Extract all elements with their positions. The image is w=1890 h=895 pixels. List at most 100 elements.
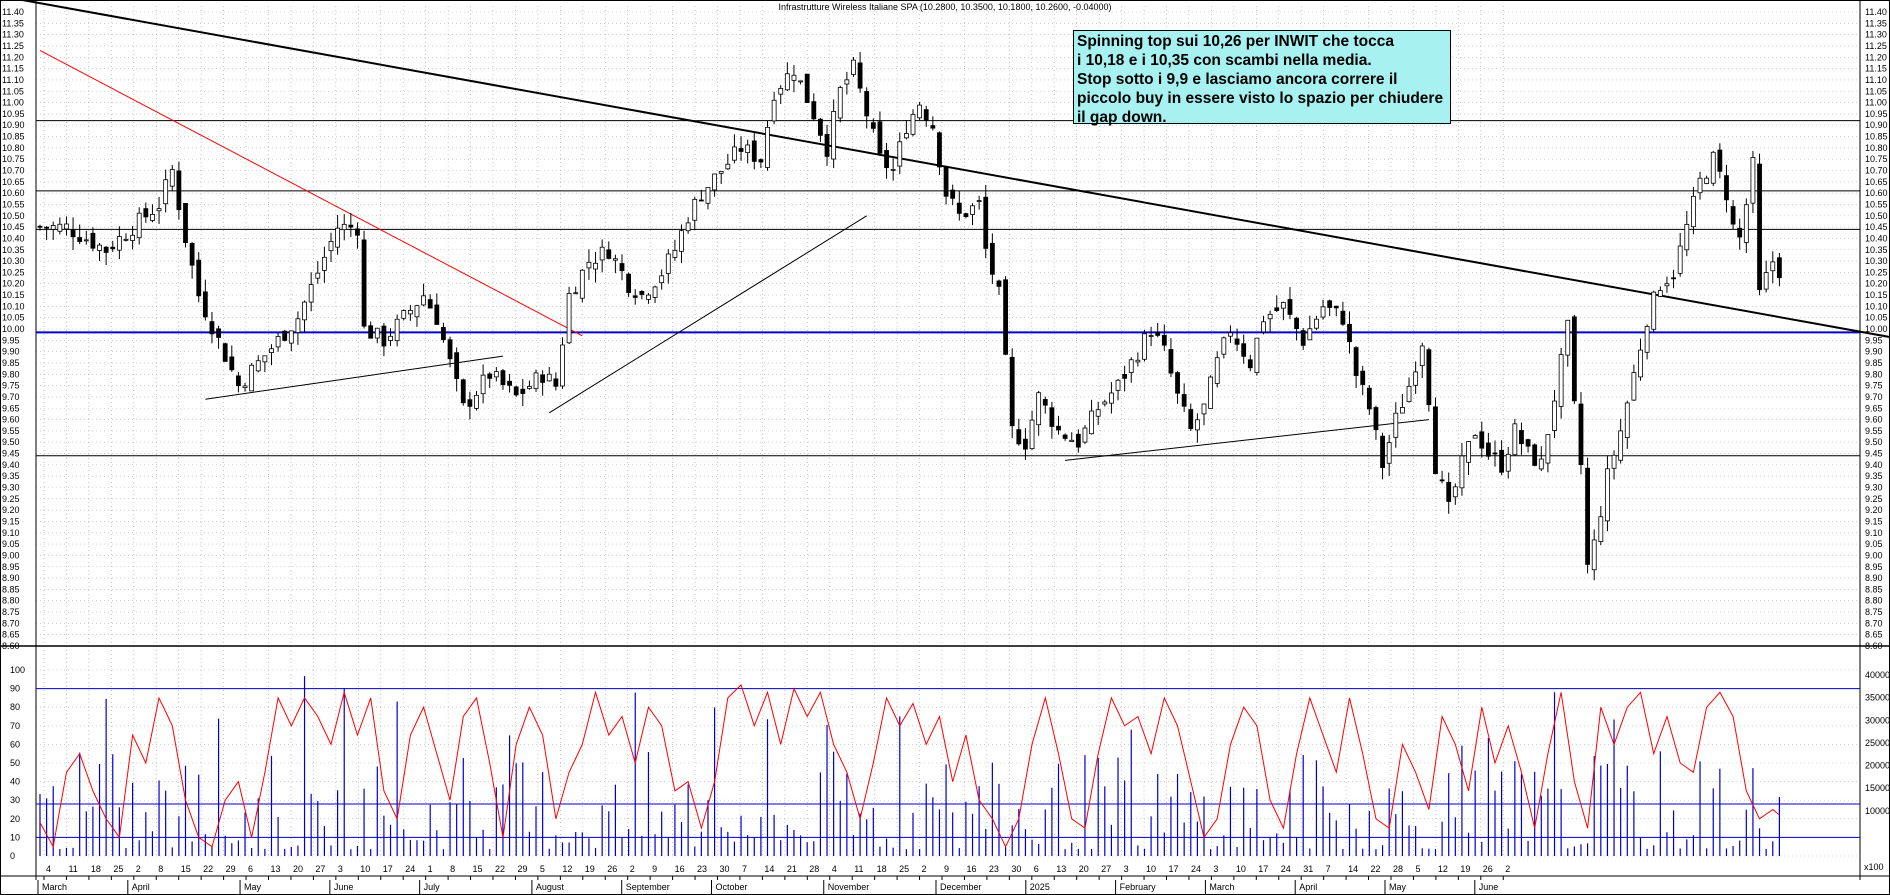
- candle-body: [1433, 406, 1438, 475]
- candle-body: [1598, 516, 1604, 542]
- candlestick: [454, 347, 460, 392]
- candlestick: [1499, 440, 1505, 476]
- price-tick-left: 11.10: [2, 75, 24, 85]
- candlestick: [1366, 385, 1372, 415]
- candlestick: [1069, 432, 1075, 442]
- candlestick: [1671, 269, 1676, 289]
- candlestick: [1644, 324, 1650, 360]
- candle-body: [1552, 400, 1557, 431]
- candlestick: [1280, 301, 1286, 321]
- candle-body: [143, 208, 149, 218]
- candle-body: [83, 239, 89, 242]
- x-tick-label: 25: [899, 864, 909, 874]
- candlestick: [679, 224, 684, 264]
- candle-body: [222, 343, 228, 362]
- candle-body: [1366, 387, 1372, 410]
- candlestick: [315, 261, 321, 284]
- annotation-line: il gap down.: [1077, 109, 1167, 126]
- candlestick: [64, 216, 69, 236]
- price-tick-right: 11.15: [1865, 64, 1887, 74]
- candlestick: [831, 99, 837, 169]
- candlestick: [1565, 319, 1571, 367]
- candle-body: [1175, 372, 1180, 394]
- candle-body: [388, 335, 393, 341]
- candle-body: [540, 374, 546, 383]
- price-tick-right: 10.30: [1865, 256, 1888, 266]
- x-tick-label: 29: [226, 864, 236, 874]
- x-tick-label: 16: [675, 864, 685, 874]
- candlestick: [143, 202, 149, 223]
- candlestick: [249, 363, 255, 392]
- candlestick: [480, 364, 486, 404]
- price-tick-right: 9.05: [1865, 539, 1883, 549]
- candle-body: [632, 295, 638, 298]
- candlestick: [1340, 301, 1346, 326]
- price-tick-left: 10.95: [2, 109, 25, 119]
- candle-body: [381, 325, 387, 347]
- x-tick-label: 11: [68, 864, 77, 874]
- candle-body: [1472, 435, 1478, 439]
- x-tick-label: 21: [787, 864, 797, 874]
- candlestick: [890, 158, 896, 181]
- candlestick: [1479, 421, 1485, 458]
- candle-body: [612, 258, 618, 261]
- price-tick-left: 8.85: [2, 584, 20, 594]
- price-tick-right: 9.85: [1865, 358, 1883, 368]
- candle-body: [851, 59, 856, 75]
- candle-body: [1419, 345, 1425, 367]
- month-label: May: [244, 882, 262, 892]
- candle-body: [123, 238, 129, 241]
- candle-body: [824, 134, 830, 157]
- candle-body: [236, 375, 241, 387]
- candlestick: [1347, 311, 1352, 354]
- candle-body: [1770, 261, 1776, 272]
- candlestick: [1089, 399, 1094, 435]
- price-tick-right: 8.75: [1865, 607, 1883, 617]
- candle-body: [910, 114, 916, 135]
- x-tick-label: 4: [46, 864, 51, 874]
- candle-body: [44, 226, 50, 229]
- month-label: November: [828, 882, 870, 892]
- candle-body: [1519, 430, 1524, 445]
- candlestick: [1029, 410, 1035, 450]
- candle-body: [1003, 279, 1008, 355]
- x-tick-label: 23: [989, 864, 999, 874]
- trendline: [1065, 419, 1429, 461]
- candlestick: [626, 272, 632, 297]
- candlestick: [1155, 322, 1161, 338]
- candle-body: [242, 385, 248, 389]
- candlestick: [1135, 352, 1141, 367]
- candlestick: [619, 254, 625, 281]
- candlestick: [1704, 175, 1710, 185]
- candlestick: [1545, 434, 1551, 473]
- candlestick: [1406, 377, 1412, 403]
- candlestick: [520, 378, 526, 407]
- candle-body: [1525, 439, 1531, 447]
- month-label: February: [1120, 882, 1157, 892]
- candle-body: [64, 223, 69, 230]
- x-tick-label: 5: [540, 864, 545, 874]
- candlestick: [1036, 390, 1042, 436]
- candle-body: [937, 132, 942, 168]
- candle-body: [414, 305, 420, 318]
- candlestick: [1737, 218, 1743, 250]
- candlestick: [1274, 295, 1280, 313]
- candlestick: [282, 330, 288, 342]
- candle-body: [229, 356, 235, 371]
- candle-body: [1571, 316, 1577, 402]
- price-tick-left: 9.45: [2, 449, 20, 459]
- candle-body: [1049, 407, 1055, 427]
- candlestick: [460, 378, 466, 406]
- candle-body: [57, 223, 63, 232]
- candlestick: [778, 85, 784, 104]
- candlestick: [533, 369, 539, 392]
- candlestick: [1287, 287, 1293, 320]
- oscillator-tick: 30: [10, 795, 20, 805]
- x-tick-label: 7: [1326, 864, 1331, 874]
- price-tick-left: 9.95: [2, 335, 20, 345]
- candlestick: [189, 242, 195, 279]
- candle-body: [586, 261, 592, 269]
- candlestick: [1056, 415, 1061, 435]
- candle-body: [527, 386, 532, 389]
- trendline: [39, 50, 583, 337]
